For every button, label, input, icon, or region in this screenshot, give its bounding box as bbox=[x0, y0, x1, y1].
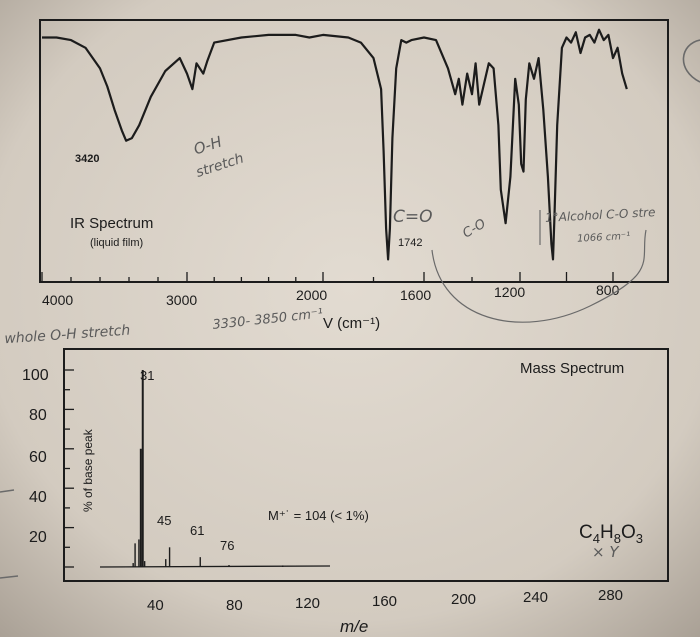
ms-x-axis-label: m/e bbox=[340, 617, 368, 636]
formula-sub-3: 3 bbox=[636, 531, 643, 546]
note-co-double-bond: C=O bbox=[393, 207, 433, 227]
ir-x-tick-label-2000: 2000 bbox=[296, 287, 327, 303]
ms-x-tick-label-160: 160 bbox=[372, 593, 397, 610]
ms-y-tick-label-40: 40 bbox=[29, 489, 47, 506]
ir-x-axis-label: V (cm⁻¹) bbox=[323, 315, 380, 332]
ms-peak-label-61: 61 bbox=[190, 523, 204, 538]
ms-y-ticks bbox=[64, 369, 74, 568]
ms-formula: C4H8O3 bbox=[579, 522, 643, 546]
ms-peak-label-31: 31 bbox=[140, 368, 154, 383]
note-xy: × Y bbox=[592, 543, 620, 561]
ms-x-tick-label-200: 200 bbox=[451, 591, 476, 608]
note-alcohol-line1: 1°Alcohol C-O stre bbox=[545, 205, 656, 225]
ir-spectrum-panel: IR Spectrum (liquid film) 3420 1742 4000… bbox=[39, 19, 669, 332]
ms-molecular-ion-note: M⁺˙ = 104 (< 1%) bbox=[268, 508, 369, 523]
ms-peak-bars bbox=[132, 370, 284, 567]
ir-plot-frame bbox=[39, 19, 669, 283]
ms-y-tick-label-20: 20 bbox=[29, 529, 47, 546]
margin-dash-1 bbox=[0, 489, 15, 493]
ir-chart-subtitle: (liquid film) bbox=[90, 237, 143, 249]
formula-h: H bbox=[600, 522, 614, 543]
ir-x-tick-label-4000: 4000 bbox=[42, 292, 73, 308]
formula-sub-4: 4 bbox=[593, 531, 600, 546]
note-partial-circle bbox=[682, 39, 700, 83]
ir-chart-title: IR Spectrum bbox=[70, 215, 153, 232]
ms-x-tick-label-280: 280 bbox=[598, 587, 623, 604]
ir-peak-label-3420: 3420 bbox=[75, 153, 99, 165]
formula-c: C bbox=[579, 522, 593, 543]
ir-x-tick-label-1600: 1600 bbox=[400, 287, 431, 303]
ms-x-tick-label-80: 80 bbox=[226, 597, 243, 614]
mass-spectrum-panel: Mass Spectrum % of base peak 100 80 60 4… bbox=[22, 348, 669, 636]
ms-plot-frame bbox=[63, 348, 669, 582]
ms-peak-label-76: 76 bbox=[220, 538, 234, 553]
ms-y-axis-label: % of base peak bbox=[81, 428, 95, 512]
ir-minor-ticks bbox=[41, 272, 614, 282]
ms-chart-title: Mass Spectrum bbox=[520, 360, 624, 377]
ir-x-tick-label-1200: 1200 bbox=[494, 284, 525, 300]
ir-x-tick-label-800: 800 bbox=[596, 282, 620, 298]
ir-spectrum-trace bbox=[42, 28, 628, 261]
ms-x-tick-label-240: 240 bbox=[523, 589, 548, 606]
note-alcohol-line2: 1066 cm⁻¹ bbox=[577, 231, 631, 245]
formula-o: O bbox=[621, 522, 636, 543]
ms-y-tick-label-60: 60 bbox=[29, 449, 47, 466]
formula-sub-8: 8 bbox=[614, 531, 621, 546]
ir-x-tick-label-3000: 3000 bbox=[166, 292, 197, 308]
ms-x-tick-label-120: 120 bbox=[295, 595, 320, 612]
ms-x-tick-label-40: 40 bbox=[147, 597, 164, 614]
ms-y-tick-label-100: 100 bbox=[22, 367, 49, 384]
margin-dash-2 bbox=[0, 575, 19, 579]
ms-peak-label-45: 45 bbox=[157, 513, 171, 528]
note-connector-curve bbox=[431, 229, 647, 323]
ms-y-tick-label-80: 80 bbox=[29, 407, 47, 424]
ir-peak-label-1742: 1742 bbox=[398, 237, 422, 249]
